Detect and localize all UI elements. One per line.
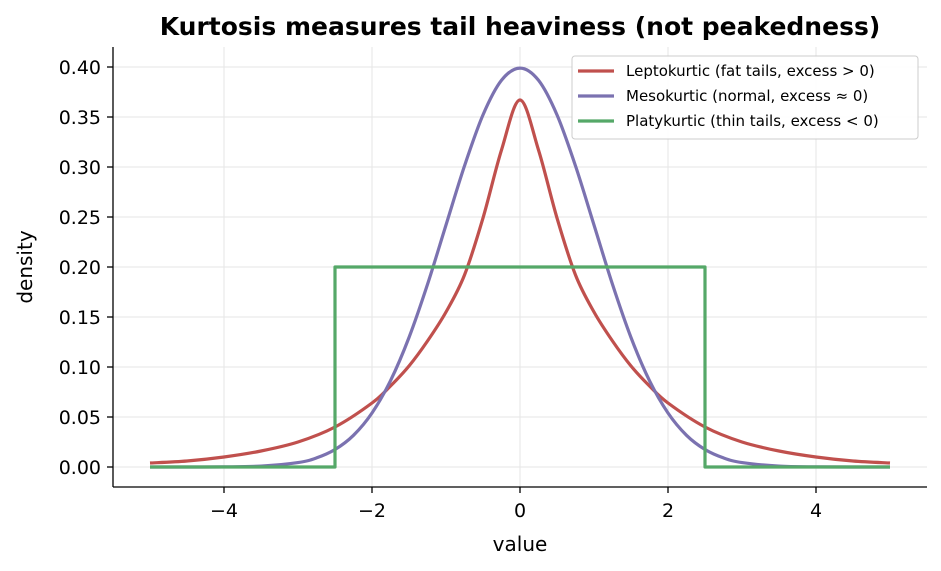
y-tick-label: 0.15 xyxy=(59,307,101,329)
x-ticks: −4 −2 0 2 4 xyxy=(210,487,822,522)
x-tick-label: 4 xyxy=(810,500,822,522)
y-tick-label: 0.05 xyxy=(59,407,101,429)
y-tick-label: 0.25 xyxy=(59,207,101,229)
y-tick-label: 0.30 xyxy=(59,157,101,179)
y-tick-label: 0.10 xyxy=(59,357,101,379)
mesokurtic-line xyxy=(149,66,891,469)
legend-label: Mesokurtic (normal, excess ≈ 0) xyxy=(626,87,868,105)
leptokurtic-line xyxy=(149,98,891,465)
x-tick-label: 2 xyxy=(662,500,674,522)
x-tick-label: 0 xyxy=(514,500,526,522)
y-tick-label: 0.40 xyxy=(59,57,101,79)
legend-box xyxy=(571,55,919,140)
chart-title: Kurtosis measures tail heaviness (not pe… xyxy=(160,12,881,41)
y-tick-label: 0.35 xyxy=(59,107,101,129)
y-tick-label: 0.00 xyxy=(59,457,101,479)
series-layer xyxy=(149,66,891,469)
x-tick-label: −2 xyxy=(358,500,386,522)
y-tick-label: 0.20 xyxy=(59,257,101,279)
y-ticks: 0.00 0.05 0.10 0.15 0.20 0.25 0.30 0.35 0.40 xyxy=(59,57,113,479)
legend: Leptokurtic (fat tails, excess > 0) Mesok… xyxy=(571,55,919,140)
platykurtic-line xyxy=(150,265,890,469)
legend-label: Platykurtic (thin tails, excess < 0) xyxy=(626,112,879,130)
y-axis-label: density xyxy=(13,230,37,303)
x-axis-label: value xyxy=(493,532,548,556)
x-tick-label: −4 xyxy=(210,500,238,522)
legend-label: Leptokurtic (fat tails, excess > 0) xyxy=(626,62,875,80)
